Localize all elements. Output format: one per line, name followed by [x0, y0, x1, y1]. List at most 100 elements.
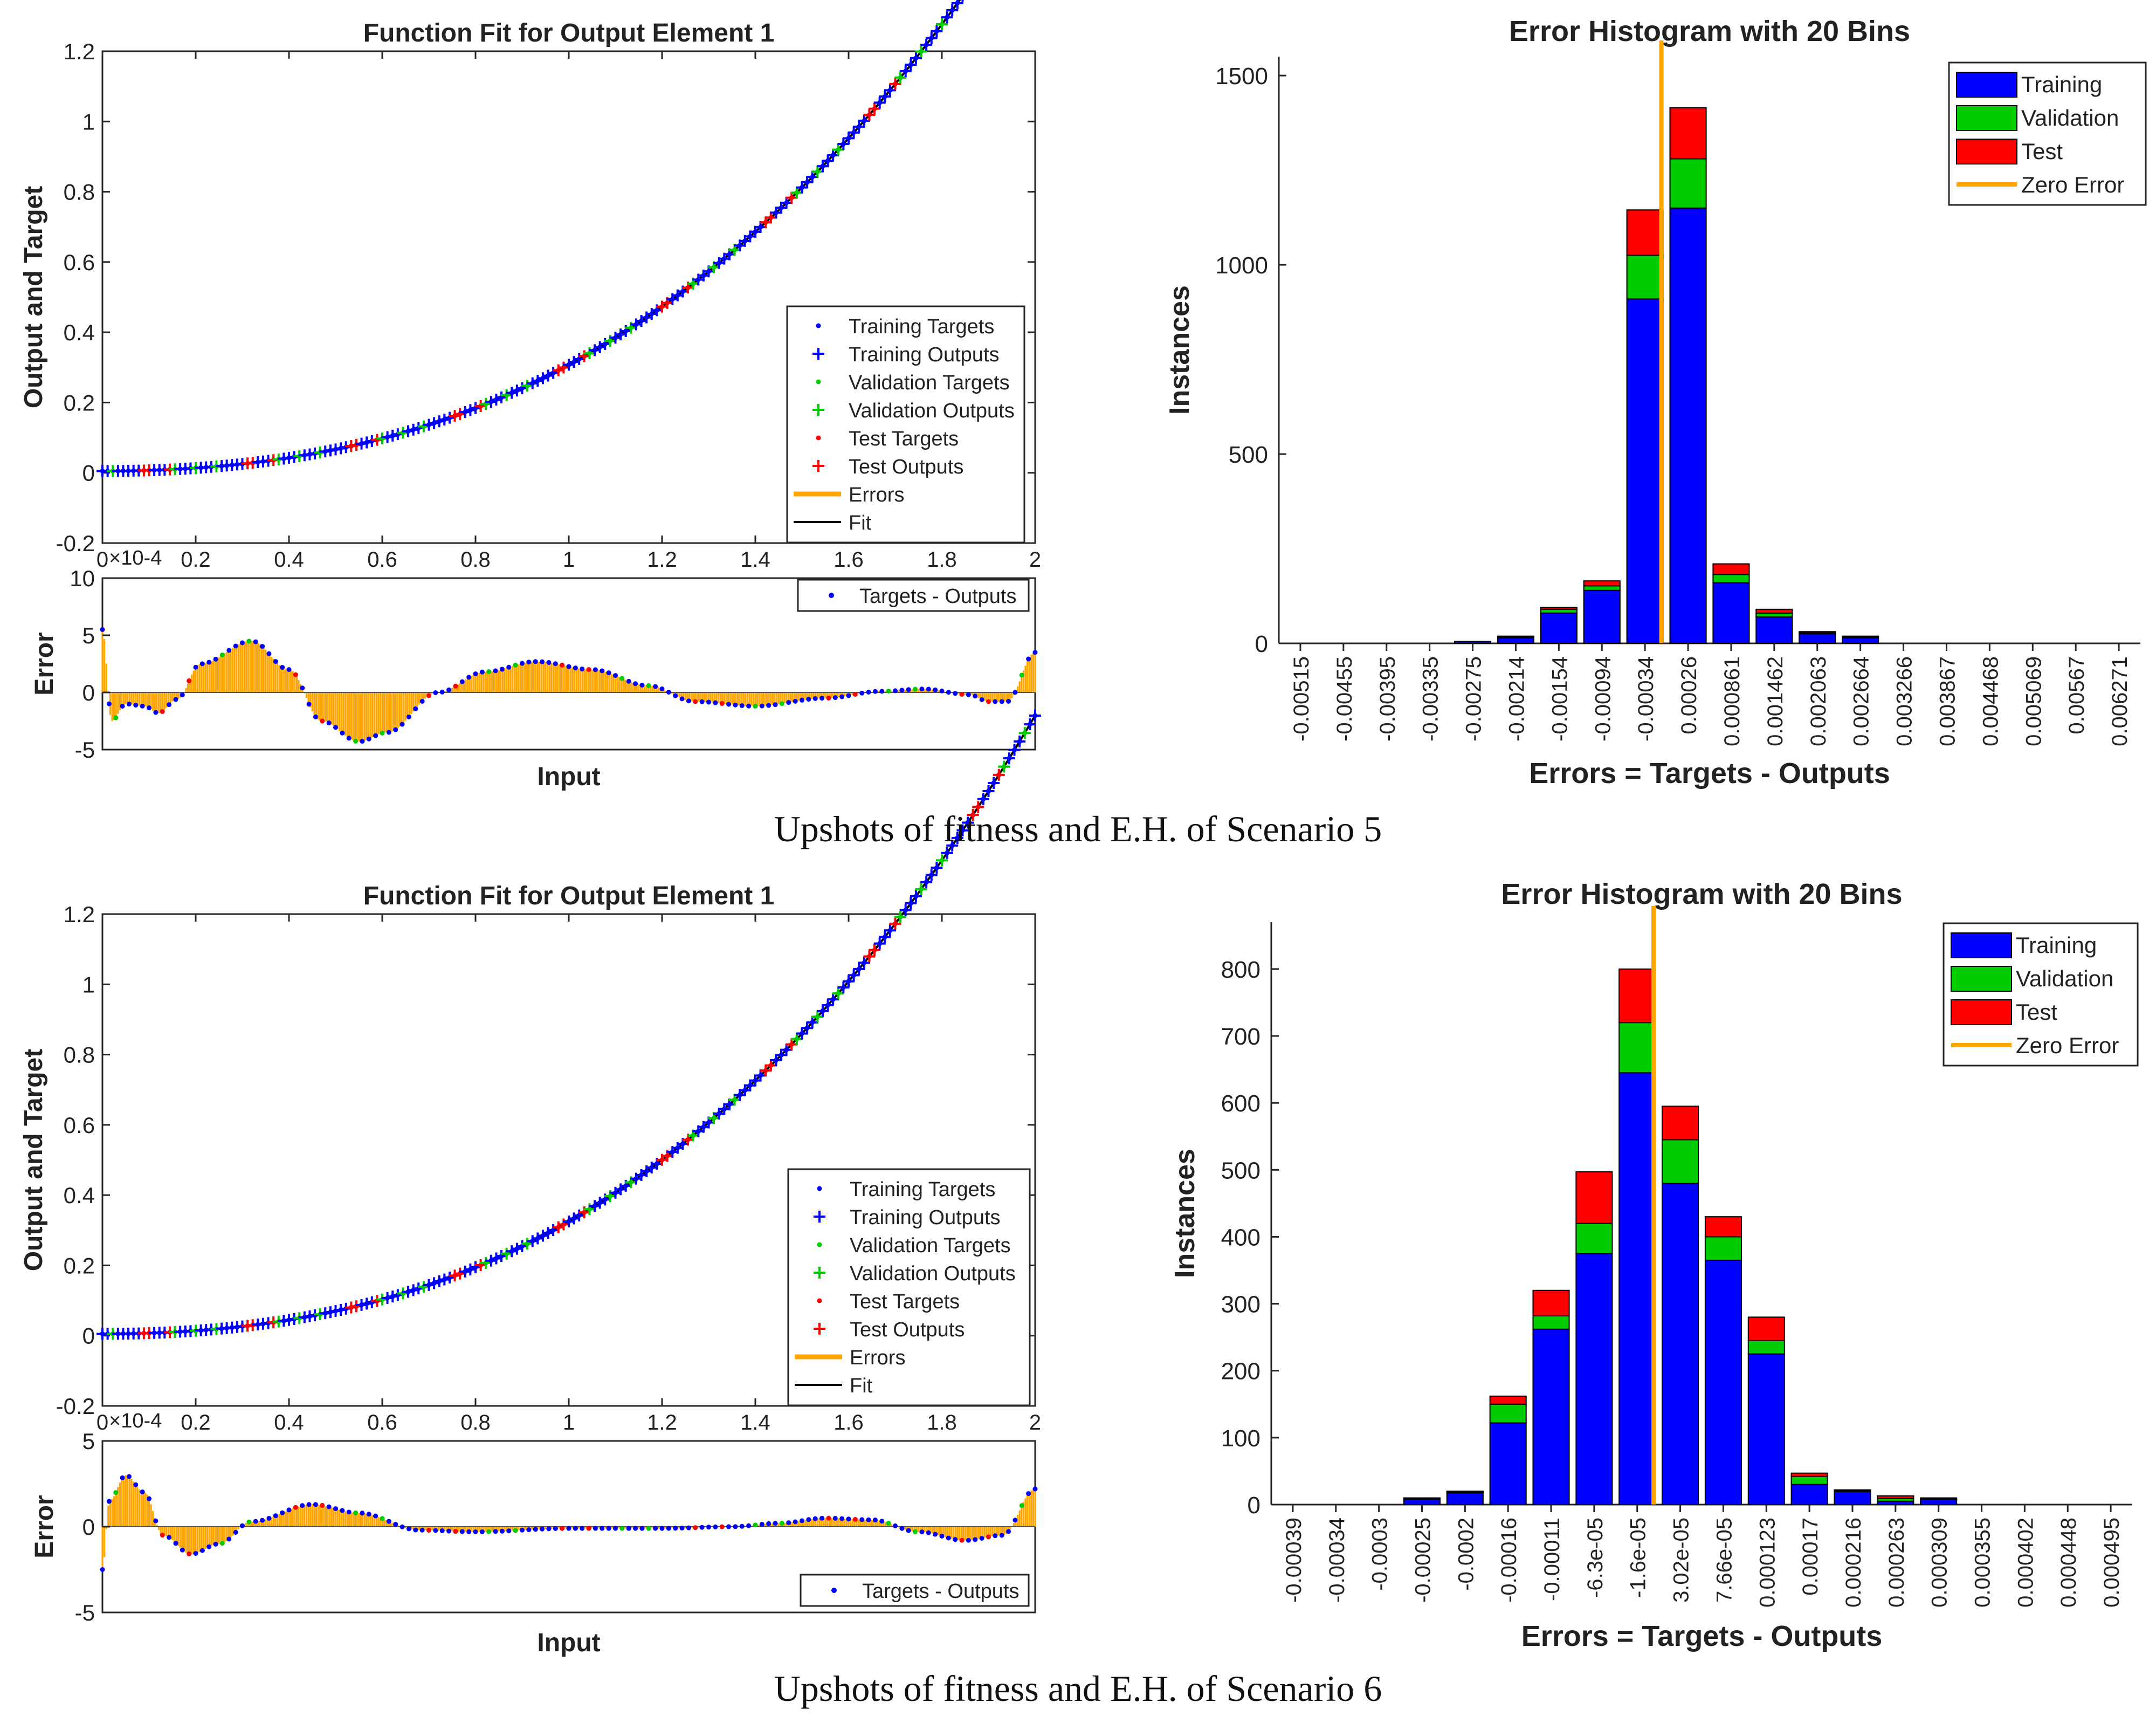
error-point — [386, 1519, 391, 1524]
training-target-marker — [717, 1111, 722, 1116]
training-target-marker — [800, 185, 804, 190]
error-point — [426, 1528, 431, 1533]
error-point — [499, 667, 505, 672]
error-point — [253, 639, 258, 644]
error-point — [746, 703, 752, 709]
error-point — [852, 1516, 858, 1522]
hist-legend-swatch — [1951, 966, 2012, 992]
training-target-marker — [649, 311, 655, 317]
test-target-marker — [659, 304, 665, 310]
validation-target-marker — [525, 383, 530, 388]
training-target-marker — [488, 1258, 494, 1264]
error-point — [313, 714, 318, 719]
error-point — [493, 1529, 498, 1534]
error-point — [466, 1529, 472, 1534]
validation-target-marker — [691, 1133, 696, 1138]
error-point — [173, 1541, 178, 1546]
training-target-marker — [960, 828, 965, 833]
fit-xtick-label: 1.6 — [834, 1411, 864, 1434]
error-point — [273, 659, 278, 664]
test-target-marker — [996, 772, 1002, 778]
error-point — [293, 672, 298, 677]
training-target-marker — [597, 345, 603, 350]
error-point — [719, 701, 725, 706]
hist-bar-validation — [1712, 574, 1750, 583]
error-point — [759, 1521, 764, 1527]
training-target-marker — [810, 174, 815, 180]
error-point — [966, 692, 971, 697]
fit-legend-label: Validation Targets — [850, 1234, 1011, 1257]
error-point — [893, 688, 898, 694]
hist-ytick-label: 400 — [1221, 1224, 1260, 1251]
hist-xtick-label: -0.00395 — [1376, 656, 1400, 742]
training-target-marker — [981, 797, 986, 802]
fit-ytick-label: 0.8 — [64, 1042, 95, 1068]
error-point — [953, 691, 958, 696]
fit-chart-1: Function Fit for Output Element 1 Output … — [19, 709, 1041, 1657]
error-point — [280, 1510, 285, 1515]
hist-bar-training — [1712, 582, 1750, 644]
training-target-marker — [955, 835, 960, 841]
error-point — [300, 685, 305, 691]
hist-bar-validation — [1583, 585, 1621, 591]
hist-bar-training — [1669, 207, 1707, 644]
hist-xtick-label: -0.00034 — [1634, 656, 1658, 742]
hist-ytick-label: 700 — [1221, 1024, 1260, 1050]
training-target-marker — [825, 158, 831, 163]
error-point — [133, 703, 139, 708]
training-target-marker — [623, 1183, 629, 1189]
hist-xtick-label: -0.0002 — [1454, 1518, 1478, 1591]
error-point — [333, 1506, 338, 1512]
training-target-marker — [520, 1244, 525, 1249]
validation-target-marker — [1022, 730, 1028, 736]
error-ytick-label: 10 — [70, 566, 95, 591]
error-point — [832, 1515, 838, 1521]
training-target-marker — [613, 335, 618, 340]
error-point — [453, 683, 458, 689]
training-target-marker — [1027, 722, 1032, 727]
validation-target-marker — [815, 1014, 820, 1019]
error-point — [466, 675, 472, 680]
training-target-marker — [924, 42, 929, 47]
fit-ylabel: Output and Target — [19, 186, 48, 408]
hist-legend-label: Zero Error — [2021, 172, 2124, 197]
training-target-marker — [592, 347, 597, 353]
training-target-marker — [949, 8, 955, 13]
error-point — [113, 1490, 119, 1495]
training-target-marker — [514, 388, 520, 393]
error-point — [246, 1519, 252, 1525]
fit-xtick-label: 0 — [97, 1411, 108, 1434]
hist-bar-training — [1662, 1183, 1699, 1505]
error-point — [106, 701, 112, 706]
error-point — [406, 714, 411, 719]
error-point — [399, 722, 405, 727]
error-point — [253, 1519, 258, 1524]
error-point — [360, 739, 365, 744]
caption-scenario-6: Upshots of fitness and E.H. of Scenario … — [774, 1668, 1382, 1709]
training-target-marker — [800, 1031, 804, 1036]
hist-bar-training — [1540, 612, 1578, 644]
hist-bar-test — [1618, 968, 1656, 1024]
hist-xtick-label: -0.00455 — [1333, 656, 1356, 742]
training-target-marker — [924, 880, 929, 885]
error-point — [633, 681, 638, 686]
test-target-marker — [975, 804, 981, 809]
error-point — [120, 1475, 125, 1480]
validation-target-marker — [628, 1179, 633, 1185]
hist-ytick-label: 800 — [1221, 957, 1260, 983]
error-point — [986, 699, 991, 704]
error-point — [326, 1504, 332, 1509]
hist-bar-training — [1454, 641, 1492, 644]
training-target-marker — [550, 1227, 556, 1233]
hist-ytick-label: 200 — [1221, 1358, 1260, 1385]
hist-ytick-label: 0 — [1255, 631, 1268, 657]
error-point — [693, 1525, 698, 1530]
error-point — [872, 1518, 878, 1523]
fit-xtick-label: 0.2 — [181, 548, 211, 572]
error-xlabel: Input — [537, 1629, 600, 1657]
training-target-marker — [825, 1003, 831, 1008]
hist-bar-training — [1489, 1422, 1527, 1506]
error-legend-swatch — [831, 1588, 837, 1593]
